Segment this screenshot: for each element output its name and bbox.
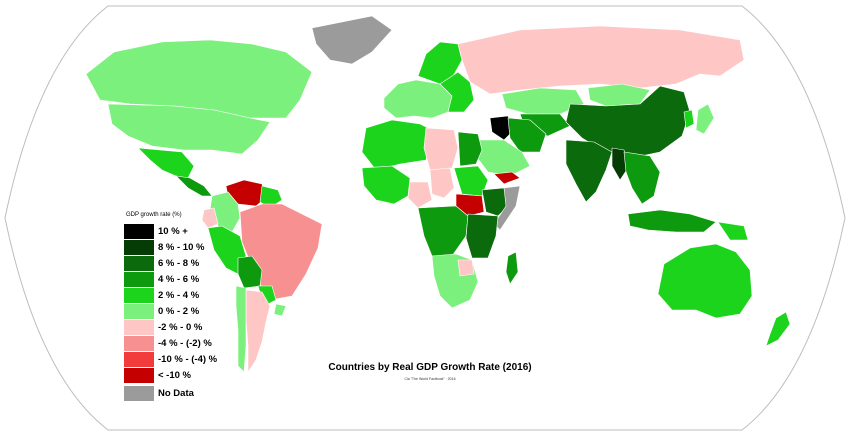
legend-label: 0 % - 2 % <box>158 306 200 317</box>
legend-swatch <box>124 288 154 303</box>
region-greenland <box>311 15 393 65</box>
region-canada <box>85 39 313 119</box>
region-south-sudan <box>455 193 485 217</box>
region-uruguay <box>273 303 287 317</box>
legend-swatch <box>124 368 154 383</box>
legend: GDP growth rate (%) 10 % + 8 % - 10 % 6 … <box>124 212 254 402</box>
legend-label: No Data <box>158 388 194 399</box>
region-papua-new-guinea <box>717 221 749 241</box>
region-yemen <box>493 171 521 185</box>
legend-item: 0 % - 2 % <box>124 304 254 319</box>
legend-swatch <box>124 304 154 319</box>
region-somalia <box>493 185 521 231</box>
region-iraq <box>489 115 515 141</box>
region-zimbabwe <box>457 259 475 277</box>
region-china <box>565 85 691 159</box>
region-libya <box>423 127 459 171</box>
region-iran <box>507 117 547 153</box>
region-southeast-asia <box>623 151 661 205</box>
legend-label: -10 % - (-4) % <box>158 354 218 365</box>
region-east-africa <box>465 213 499 259</box>
legend-swatch <box>124 320 154 335</box>
legend-item: 4 % - 6 % <box>124 272 254 287</box>
legend-label: 10 % + <box>158 226 188 237</box>
legend-title: GDP growth rate (%) <box>126 212 182 218</box>
legend-swatch <box>124 224 154 239</box>
region-west-africa <box>361 165 411 205</box>
legend-item: -10 % - (-4) % <box>124 352 254 367</box>
region-russia <box>457 25 745 95</box>
legend-label: 8 % - 10 % <box>158 242 205 253</box>
region-myanmar <box>611 147 629 181</box>
legend-swatch <box>124 256 154 271</box>
region-indonesia <box>627 209 717 233</box>
legend-swatch <box>124 352 154 367</box>
region-egypt <box>457 131 483 167</box>
legend-item-no-data: No Data <box>124 386 254 401</box>
region-ecuador <box>201 207 219 229</box>
region-chile <box>235 285 247 373</box>
legend-item: -4 % - (-2) % <box>124 336 254 351</box>
legend-item: -2 % - 0 % <box>124 320 254 335</box>
legend-label: < -10 % <box>158 370 192 381</box>
region-central-africa <box>417 205 469 257</box>
region-australia <box>657 243 753 319</box>
region-new-zealand <box>765 311 791 347</box>
legend-item: 2 % - 4 % <box>124 288 254 303</box>
region-japan <box>695 103 715 135</box>
region-usa <box>107 103 271 155</box>
legend-swatch <box>124 240 154 255</box>
legend-swatch <box>124 272 154 287</box>
legend-label: 4 % - 6 % <box>158 274 200 285</box>
region-sudan <box>453 165 489 197</box>
region-korea <box>683 109 695 129</box>
region-madagascar <box>505 251 519 285</box>
legend-item: 8 % - 10 % <box>124 240 254 255</box>
legend-item: < -10 % <box>124 368 254 383</box>
region-chad <box>429 167 455 199</box>
region-nigeria <box>407 181 433 209</box>
region-eastern-europe <box>439 71 475 113</box>
legend-swatch <box>124 386 154 401</box>
legend-label: -4 % - (-2) % <box>158 338 212 349</box>
map-credit: Cia "The World Factbook" · 2016 <box>404 377 456 381</box>
region-argentina <box>245 289 271 373</box>
region-india <box>565 139 613 203</box>
legend-label: -2 % - 0 % <box>158 322 203 333</box>
map-title: Countries by Real GDP Growth Rate (2016) <box>328 362 532 373</box>
legend-item: 6 % - 8 % <box>124 256 254 271</box>
legend-label: 6 % - 8 % <box>158 258 200 269</box>
region-north-africa <box>361 119 433 171</box>
legend-label: 2 % - 4 % <box>158 290 200 301</box>
legend-item: 10 % + <box>124 224 254 239</box>
legend-swatch <box>124 336 154 351</box>
